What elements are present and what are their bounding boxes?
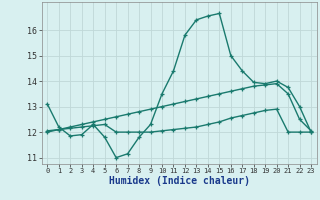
X-axis label: Humidex (Indice chaleur): Humidex (Indice chaleur) — [109, 176, 250, 186]
